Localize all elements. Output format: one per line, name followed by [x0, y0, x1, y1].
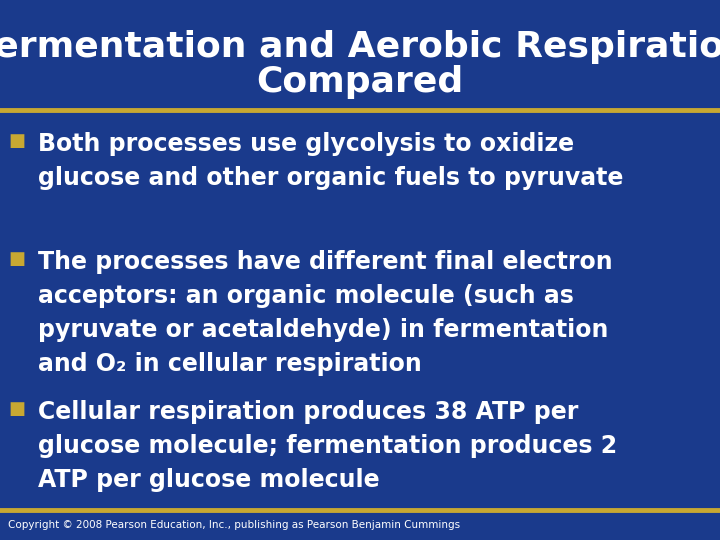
Text: ■: ■: [8, 250, 25, 268]
Text: ATP per glucose molecule: ATP per glucose molecule: [38, 468, 379, 492]
Text: Copyright © 2008 Pearson Education, Inc., publishing as Pearson Benjamin Cumming: Copyright © 2008 Pearson Education, Inc.…: [8, 520, 460, 530]
Text: The processes have different final electron: The processes have different final elect…: [38, 250, 613, 274]
Text: Compared: Compared: [256, 65, 464, 99]
Text: glucose and other organic fuels to pyruvate: glucose and other organic fuels to pyruv…: [38, 166, 624, 190]
Text: ■: ■: [8, 400, 25, 418]
Text: ■: ■: [8, 132, 25, 150]
Text: Both processes use glycolysis to oxidize: Both processes use glycolysis to oxidize: [38, 132, 574, 156]
Text: Fermentation and Aerobic Respiration: Fermentation and Aerobic Respiration: [0, 30, 720, 64]
Text: and O₂ in cellular respiration: and O₂ in cellular respiration: [38, 352, 422, 376]
Text: pyruvate or acetaldehyde) in fermentation: pyruvate or acetaldehyde) in fermentatio…: [38, 318, 608, 342]
Text: acceptors: an organic molecule (such as: acceptors: an organic molecule (such as: [38, 284, 574, 308]
Text: Cellular respiration produces 38 ATP per: Cellular respiration produces 38 ATP per: [38, 400, 578, 424]
Text: glucose molecule; fermentation produces 2: glucose molecule; fermentation produces …: [38, 434, 617, 458]
